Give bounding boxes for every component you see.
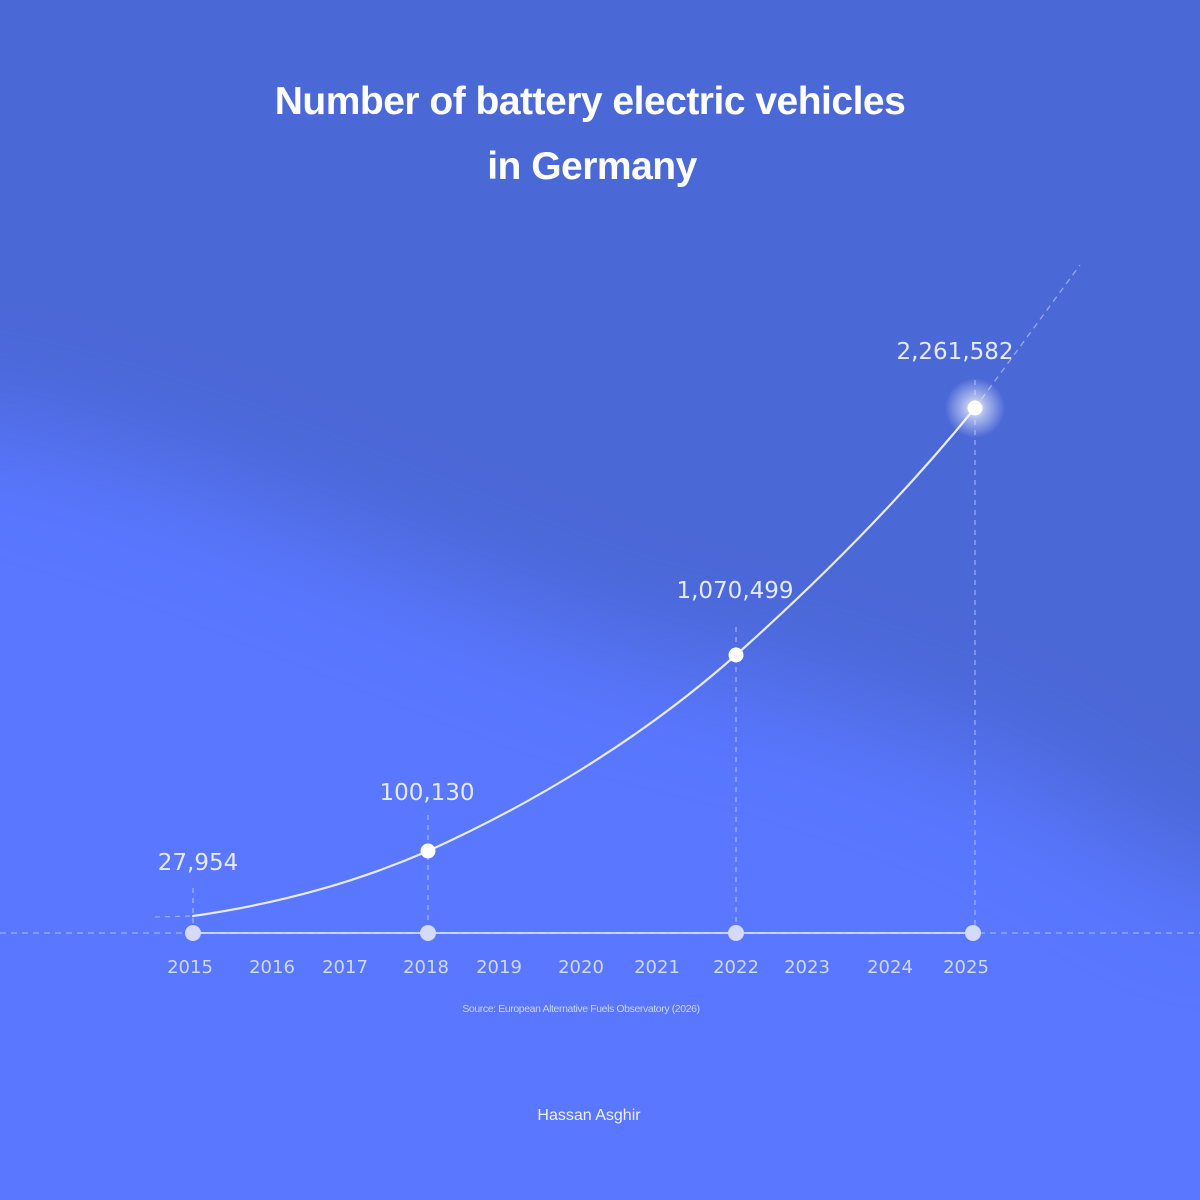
curve-lead-in-dashed bbox=[154, 915, 194, 918]
source-note: Source: European Alternative Fuels Obser… bbox=[462, 1003, 700, 1015]
data-point-2018[interactable] bbox=[420, 843, 436, 859]
chart-title-line-1: Number of battery electric vehicles bbox=[274, 80, 906, 123]
axis-marker-2018 bbox=[420, 925, 436, 941]
x-tick-2015: 2015 bbox=[167, 957, 213, 978]
value-label-2018: 100,130 bbox=[379, 780, 475, 806]
data-point-2025[interactable] bbox=[967, 400, 983, 416]
x-tick-2024: 2024 bbox=[867, 957, 913, 978]
x-tick-2019: 2019 bbox=[476, 957, 522, 978]
axis-marker-2022 bbox=[728, 925, 744, 941]
x-tick-2023: 2023 bbox=[784, 957, 830, 978]
data-point-2022[interactable] bbox=[728, 647, 744, 663]
x-tick-2016: 2016 bbox=[249, 957, 295, 978]
value-label-2022: 1,070,499 bbox=[676, 578, 794, 604]
x-tick-2020: 2020 bbox=[558, 957, 604, 978]
x-tick-2018: 2018 bbox=[403, 957, 449, 978]
axis-marker-2025 bbox=[965, 925, 981, 941]
author-credit: Hassan Asghir bbox=[537, 1107, 641, 1124]
x-tick-2022: 2022 bbox=[713, 957, 759, 978]
projection-dashed-line bbox=[974, 264, 1081, 409]
x-tick-2017: 2017 bbox=[322, 957, 368, 978]
chart-title-line-2: in Germany bbox=[487, 145, 697, 188]
value-label-2015: 27,954 bbox=[157, 850, 239, 876]
data-curve bbox=[191, 406, 977, 918]
value-label-2025: 2,261,582 bbox=[896, 339, 1014, 365]
axis-marker-2015 bbox=[185, 925, 201, 941]
x-tick-2025: 2025 bbox=[943, 957, 989, 978]
x-tick-2021: 2021 bbox=[634, 957, 680, 978]
